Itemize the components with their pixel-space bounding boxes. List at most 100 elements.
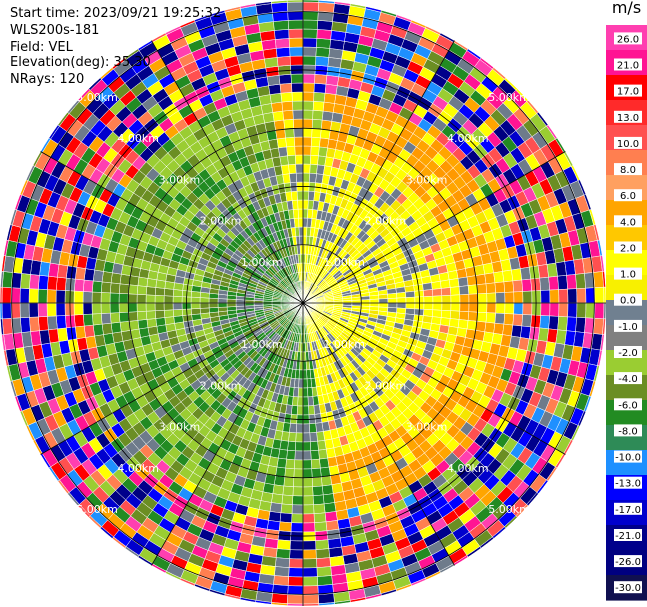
radar-gate	[302, 558, 318, 569]
range-ring-label: 2.00km	[200, 215, 242, 228]
radar-gate	[273, 475, 285, 487]
radar-gate	[494, 312, 505, 325]
radar-gate	[307, 387, 314, 398]
radar-gate	[75, 325, 86, 340]
colorbar-tick-label: 8.0	[620, 165, 636, 176]
radar-gate	[302, 109, 314, 120]
radar-gate	[511, 268, 523, 282]
radar-gate	[75, 266, 86, 281]
radar-gate	[396, 297, 407, 304]
colorbar-tick-label: 0.0	[620, 296, 636, 307]
radar-gate	[450, 302, 461, 312]
radar-gate	[431, 281, 442, 290]
colorbar-tick-label: -30.0	[615, 583, 641, 594]
radar-gate	[423, 295, 434, 304]
radar-gate	[138, 327, 150, 338]
radar-gate	[287, 10, 304, 21]
radar-gate	[286, 449, 296, 461]
radar-gate	[302, 495, 314, 506]
colorbar: 26.0 21.0 17.0 13.0 10.0 8.0 6.0 4.0 2.0 1.0 0.0 -1…	[606, 25, 647, 601]
radar-gate	[297, 208, 304, 219]
radar-gate	[266, 520, 281, 531]
radar-gate	[295, 423, 304, 434]
radar-gate	[291, 190, 298, 201]
radar-gate	[298, 378, 304, 389]
radar-gate	[378, 293, 389, 300]
radar-gate	[285, 136, 296, 148]
radar-gate	[458, 285, 470, 296]
radar-gate	[593, 318, 604, 335]
radar-gate	[316, 566, 332, 577]
radar-gate	[315, 47, 331, 58]
radar-gate	[503, 280, 514, 293]
radar-gate	[28, 288, 39, 304]
radar-gate	[288, 37, 304, 48]
radar-gate	[110, 282, 121, 294]
radar-gate	[100, 302, 111, 314]
radar-gate	[503, 313, 514, 326]
radar-gate	[292, 495, 304, 506]
radar-gate	[119, 273, 131, 285]
radar-gate	[154, 295, 165, 304]
radar-gate	[127, 311, 139, 322]
radar-gate	[57, 264, 69, 279]
radar-gate	[537, 264, 549, 279]
radar-gate	[199, 307, 210, 315]
radar-gate	[302, 549, 317, 560]
radar-gate	[302, 163, 311, 174]
radar-gate	[302, 145, 312, 156]
range-ring-label: 4.00km	[447, 132, 489, 145]
radar-gate	[291, 504, 304, 515]
radar-gate	[477, 293, 488, 304]
colorbar-tick-label: 26.0	[617, 34, 639, 45]
radar-gate	[276, 137, 287, 149]
radar-gate	[537, 327, 549, 342]
radar-gate	[146, 318, 158, 328]
radar-gate	[268, 138, 279, 150]
radar-gate	[276, 56, 291, 67]
colorbar-tick-label: -6.0	[618, 400, 638, 411]
radar-gate	[302, 477, 313, 488]
radar-gate	[0, 302, 3, 320]
radar-gate	[278, 74, 292, 85]
radar-gate	[308, 405, 315, 416]
radar-gate	[286, 0, 304, 3]
radar-gate	[302, 351, 307, 362]
radar-gate	[324, 83, 338, 95]
radar-gate	[521, 314, 532, 328]
radar-gate	[468, 293, 479, 304]
radar-gate	[282, 110, 294, 121]
radar-gate	[566, 316, 577, 332]
radar-gate	[585, 302, 596, 319]
radar-gate	[309, 163, 318, 174]
radar-gate	[298, 217, 304, 228]
range-ring-label: 2.00km	[200, 379, 242, 392]
radar-gate	[310, 440, 319, 452]
radar-gate	[295, 163, 304, 174]
radar-gate	[302, 513, 315, 524]
radar-gate	[432, 302, 443, 311]
radar-gate	[511, 324, 523, 338]
radar-gate	[302, 172, 311, 183]
radar-gate	[302, 369, 308, 380]
range-ring-label: 2.00km	[365, 215, 407, 228]
radar-gate	[289, 540, 304, 551]
radar-gate	[38, 316, 49, 331]
radar-gate	[520, 266, 531, 281]
radar-gate	[302, 576, 319, 587]
radar-gate	[294, 136, 304, 147]
radar-gate	[313, 83, 327, 94]
range-ring-label: 3.00km	[406, 421, 448, 434]
radar-gate	[302, 468, 313, 479]
radar-gate	[302, 567, 318, 578]
radar-gate	[208, 297, 219, 304]
radar-gate	[302, 360, 307, 371]
colorbar-tick-label: 17.0	[617, 87, 639, 98]
radar-gate	[281, 494, 294, 505]
radar-gate	[317, 20, 333, 31]
radar-gate	[485, 282, 496, 294]
radar-gate	[264, 57, 279, 69]
radar-gate	[101, 322, 113, 335]
radar-gate	[37, 288, 48, 304]
